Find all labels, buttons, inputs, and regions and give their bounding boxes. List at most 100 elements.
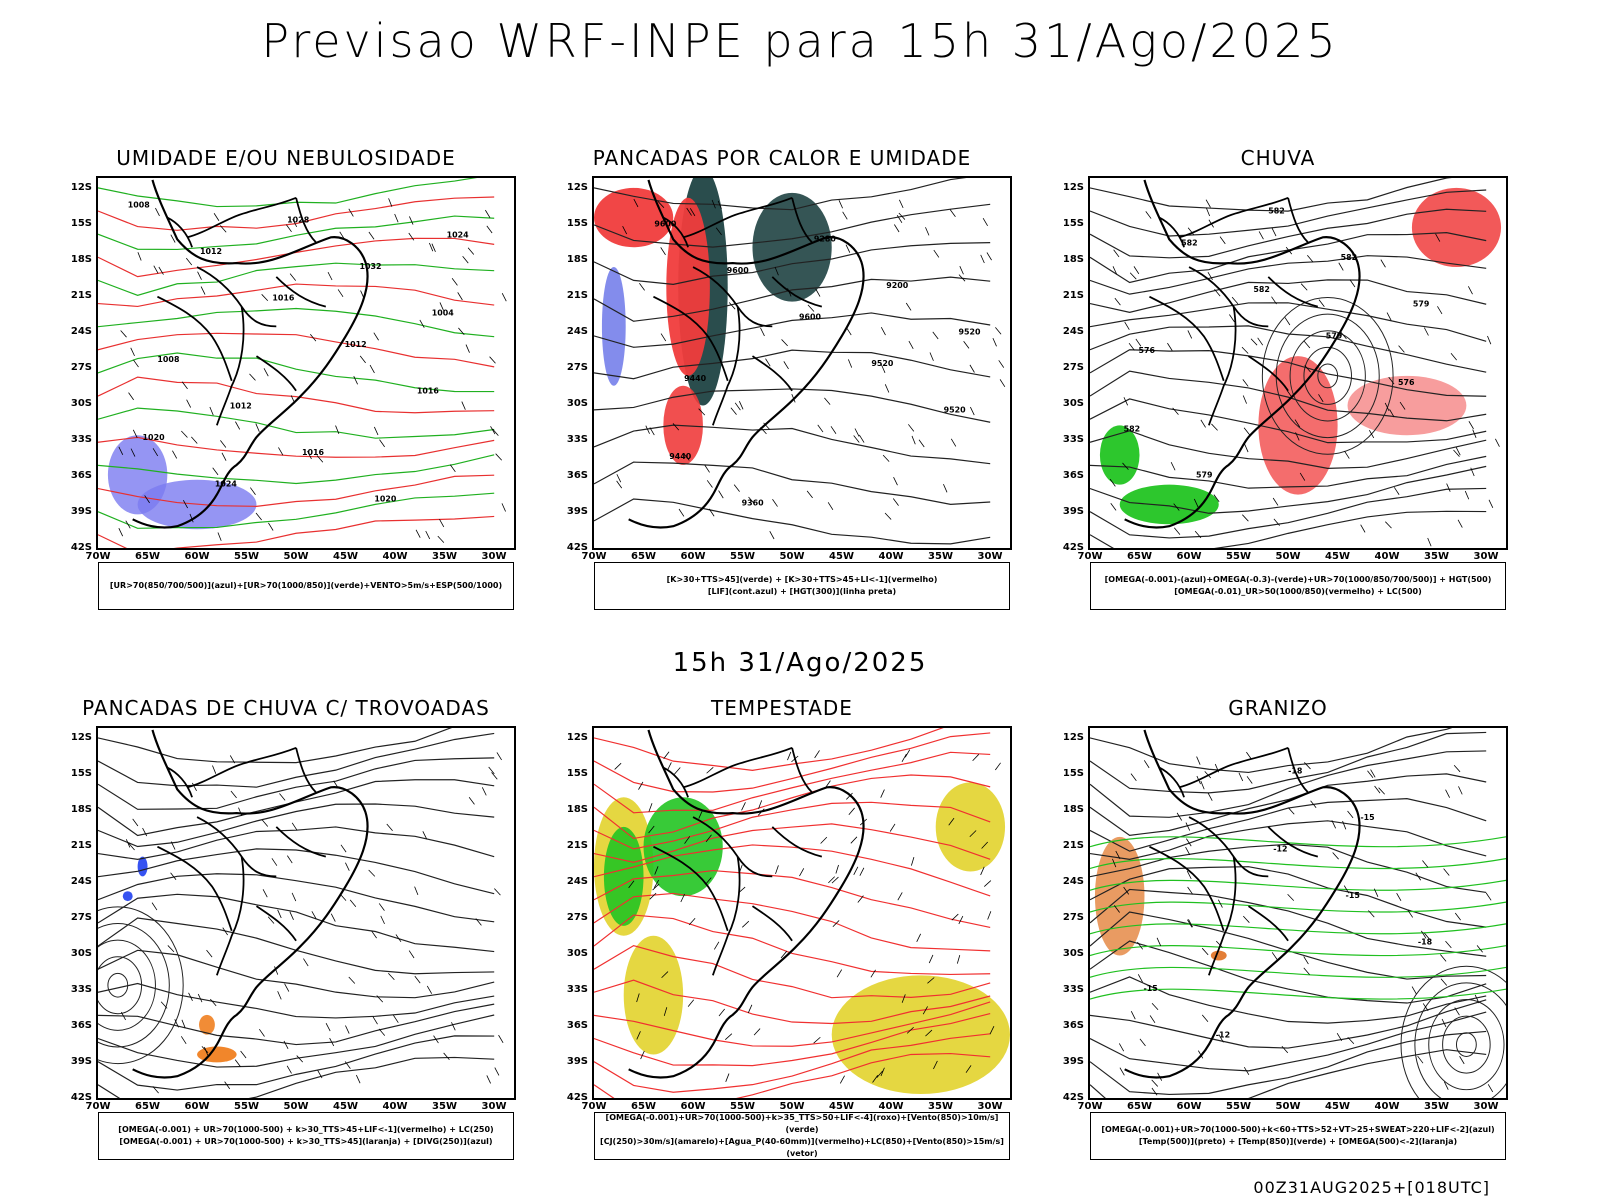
closed-contour — [1442, 1015, 1491, 1074]
wind-vector — [303, 958, 309, 967]
lon-tick-label: 50W — [779, 1101, 805, 1112]
wind-vector — [1217, 899, 1223, 908]
contour-line — [594, 801, 991, 850]
wind-vector — [813, 1036, 821, 1044]
contour-label: 9280 — [814, 234, 837, 243]
country-border — [653, 295, 729, 382]
temp850-contour — [1090, 966, 1506, 978]
contour-line — [1090, 731, 1487, 794]
wind-vector — [224, 1081, 231, 1090]
lon-tick-label: 50W — [1275, 551, 1301, 562]
wind-vector — [649, 427, 655, 436]
wind-vector — [835, 864, 839, 874]
wind-vector — [1310, 800, 1317, 808]
contour-line — [98, 454, 495, 485]
contour-label: 1028 — [287, 216, 310, 225]
lon-tick-label: 65W — [631, 551, 656, 562]
wind-vector — [268, 522, 274, 531]
lat-tick-label: 15S — [1062, 768, 1084, 779]
wind-vector — [713, 941, 720, 950]
temp850-contour — [1090, 901, 1506, 913]
wind-vector — [972, 754, 980, 762]
contour-line — [98, 262, 495, 296]
temp850-contour — [1090, 923, 1506, 935]
lon-tick-label: 70W — [1077, 1101, 1103, 1112]
lon-tick-label: 70W — [1077, 551, 1103, 562]
wind-vector — [687, 999, 695, 1007]
wind-vector — [1185, 822, 1191, 831]
wind-vector — [212, 765, 217, 774]
wind-vector — [158, 266, 164, 275]
wind-vector — [287, 855, 293, 864]
wind-vector — [277, 909, 282, 919]
wind-vector — [1112, 858, 1117, 868]
wind-vector — [806, 490, 813, 499]
wind-vector — [180, 1036, 187, 1045]
wind-vector — [1246, 776, 1253, 784]
map-svg — [594, 728, 1010, 1098]
country-border — [712, 856, 741, 976]
contour-label: 1004 — [432, 309, 455, 318]
contour-label: 576 — [1398, 378, 1415, 387]
wind-vector — [1440, 978, 1448, 986]
lon-tick-label: 50W — [283, 551, 309, 562]
wind-vector — [698, 810, 703, 819]
wind-vector — [1135, 338, 1142, 347]
panel-pancadas-calor: PANCADAS POR CALOR E UMIDADE 12S 15S 18S 21S… — [552, 146, 1012, 616]
wind-vector — [958, 915, 964, 925]
wind-vector — [380, 915, 385, 925]
contour-line — [594, 914, 991, 976]
wind-vector — [1338, 262, 1344, 271]
lat-tick-label: 39S — [566, 506, 588, 517]
closed-contour — [98, 939, 156, 1031]
wind-vector — [255, 512, 262, 521]
wind-vector — [932, 331, 939, 340]
wind-vector — [876, 1070, 884, 1078]
panel-legend: [OMEGA(-0.001) + UR>70(1000-500) + k>30_… — [98, 1112, 514, 1160]
wind-vector — [1407, 909, 1414, 918]
lat-tick-label: 30S — [1062, 398, 1084, 409]
lon-tick-label: 65W — [1127, 551, 1152, 562]
wind-vector — [130, 448, 136, 457]
wind-vector — [335, 425, 340, 434]
panel-title: CHUVA — [1240, 146, 1316, 170]
wind-vector — [1450, 352, 1457, 361]
wind-vector — [950, 438, 957, 447]
wind-vector — [485, 209, 491, 218]
wind-vector — [896, 215, 903, 224]
wind-vector — [636, 1031, 641, 1040]
wind-vector — [1113, 905, 1120, 913]
wind-vector — [307, 450, 312, 460]
wind-vector — [1229, 314, 1235, 323]
wind-vector — [880, 789, 885, 798]
map-svg — [98, 728, 504, 1098]
wind-vector — [348, 976, 356, 984]
wind-vector — [799, 868, 805, 877]
wind-vector — [1343, 885, 1350, 894]
wind-vector — [414, 886, 419, 896]
wind-vector — [130, 347, 135, 357]
lon-tick-label: 35W — [1424, 551, 1449, 562]
lon-tick-label: 65W — [135, 551, 160, 562]
panel-title: PANCADAS POR CALOR E UMIDADE — [592, 146, 972, 170]
lat-tick-label: 39S — [1062, 506, 1084, 517]
wind-vector — [683, 453, 690, 461]
contour-line — [98, 1035, 495, 1091]
wind-vector — [718, 1008, 725, 1017]
wind-vector — [408, 950, 415, 959]
legend-line: [OMEGA(-0.001) + UR>70(1000-500) + k>30_… — [119, 1137, 493, 1146]
wind-vector — [830, 426, 837, 434]
contour-label: 1008 — [128, 201, 151, 210]
wind-vector — [1441, 1018, 1447, 1028]
contour-line — [594, 1033, 991, 1093]
wind-vector — [717, 200, 722, 210]
lat-tick-label: 21S — [1062, 840, 1084, 851]
wind-vector — [911, 856, 915, 866]
wind-vector — [1378, 787, 1385, 795]
lon-tick-label: 55W — [234, 551, 259, 562]
wind-vector — [120, 330, 127, 338]
contour-line — [1090, 487, 1487, 539]
lat-tick-label: 21S — [566, 840, 588, 851]
wind-vector — [1242, 395, 1247, 404]
lat-tick-label: 42S — [1062, 1092, 1084, 1103]
